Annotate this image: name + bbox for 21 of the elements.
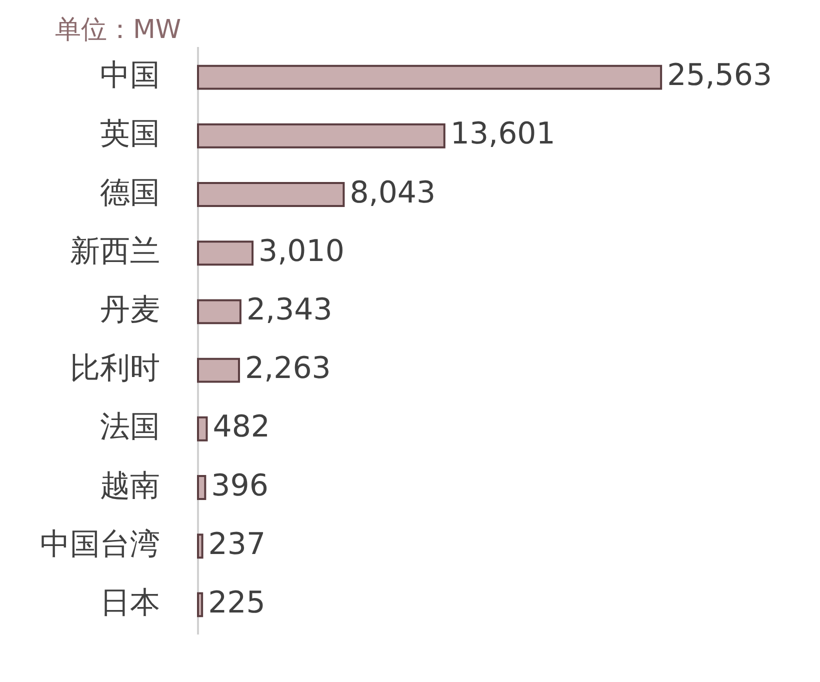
- data-label: 2,263: [244, 351, 331, 386]
- data-label: 396: [211, 468, 268, 504]
- data-label: 8,043: [350, 175, 436, 210]
- data-label: 25,563: [667, 58, 772, 94]
- y-tick-label: 新西兰: [70, 234, 160, 269]
- data-label: 2,343: [246, 292, 332, 328]
- y-tick-label: 比利时: [70, 351, 160, 386]
- data-label: 13,601: [450, 116, 556, 152]
- data-label: 482: [212, 410, 270, 445]
- y-tick-label: 法国: [100, 410, 160, 445]
- y-tick-label: 日本: [100, 585, 160, 620]
- data-label: 237: [208, 526, 266, 562]
- y-tick-label: 德国: [100, 175, 160, 210]
- y-tick-label: 丹麦: [100, 292, 160, 328]
- y-tick-label: 中国台湾: [40, 526, 160, 562]
- y-tick-label: 越南: [100, 468, 160, 504]
- text: 单位：MW: [55, 14, 182, 47]
- data-label: 225: [208, 585, 266, 620]
- y-tick-label: 英国: [100, 116, 160, 152]
- y-tick-label: 中国: [100, 58, 160, 94]
- data-label: 3,010: [258, 234, 344, 269]
